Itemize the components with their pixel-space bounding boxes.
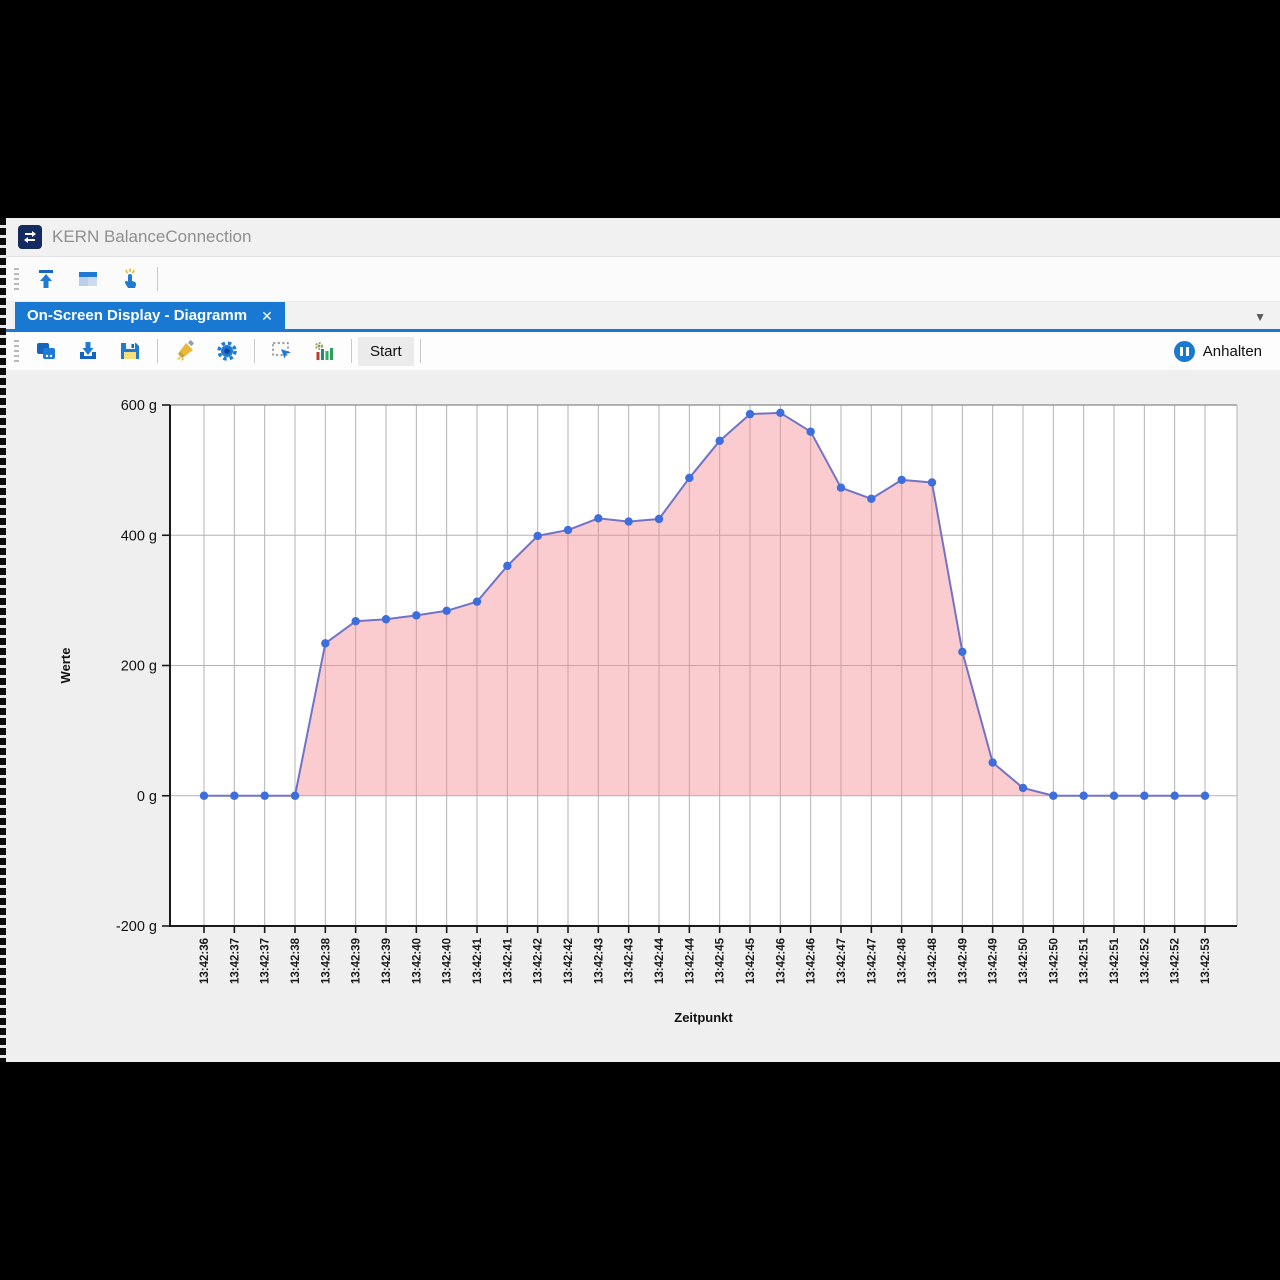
svg-text:13:42:36: 13:42:36 — [199, 938, 211, 984]
toolbar-grip[interactable] — [14, 268, 19, 290]
svg-text:13:42:49: 13:42:49 — [988, 938, 1000, 984]
svg-text:13:42:50: 13:42:50 — [1048, 938, 1060, 984]
svg-text:13:42:39: 13:42:39 — [351, 938, 363, 984]
film-edge-decoration — [0, 218, 6, 1062]
svg-text:13:42:40: 13:42:40 — [442, 938, 454, 984]
svg-text:13:42:43: 13:42:43 — [624, 938, 636, 984]
svg-text:13:42:45: 13:42:45 — [745, 937, 757, 984]
svg-text:0 g: 0 g — [137, 789, 157, 805]
statistics-icon — [315, 342, 333, 360]
export-icon — [39, 270, 53, 288]
app-window: KERN BalanceConnection — [6, 218, 1280, 1062]
svg-text:13:42:49: 13:42:49 — [957, 938, 969, 984]
svg-text:200 g: 200 g — [121, 659, 157, 675]
tab-bar: On-Screen Display - Diagramm ✕ ▼ — [6, 302, 1280, 332]
svg-text:13:42:40: 13:42:40 — [411, 938, 423, 984]
toolbar-separator — [157, 339, 158, 363]
svg-text:13:42:53: 13:42:53 — [1200, 938, 1212, 984]
y-axis-title: Werte — [58, 648, 73, 684]
chart-toolbar: Start Anhalten — [6, 332, 1280, 370]
download-icon — [80, 342, 96, 359]
svg-text:13:42:41: 13:42:41 — [472, 937, 484, 984]
svg-text:13:42:46: 13:42:46 — [806, 938, 818, 984]
touch-icon — [124, 268, 137, 288]
svg-text:13:42:45: 13:42:45 — [715, 937, 727, 984]
x-axis-title: Zeitpunkt — [674, 1010, 733, 1025]
svg-text:13:42:50: 13:42:50 — [1018, 938, 1030, 984]
settings-button[interactable] — [209, 336, 245, 366]
pause-icon — [1173, 340, 1195, 362]
svg-text:13:42:44: 13:42:44 — [654, 937, 666, 984]
svg-text:13:42:46: 13:42:46 — [775, 938, 787, 984]
svg-text:13:42:42: 13:42:42 — [533, 938, 545, 984]
svg-text:13:42:52: 13:42:52 — [1170, 938, 1182, 984]
pause-label: Anhalten — [1202, 342, 1262, 360]
copy-button[interactable] — [28, 336, 64, 366]
brush-style-button[interactable] — [167, 336, 203, 366]
tab-label: On-Screen Display - Diagramm — [27, 307, 248, 324]
chart: 600 g 400 g 200 g 0 g -200 g 13:42:36 13:42:37… — [58, 398, 1238, 1025]
selection-icon — [272, 342, 291, 359]
toolbar-separator — [254, 339, 255, 363]
svg-text:13:42:52: 13:42:52 — [1139, 938, 1151, 984]
tab-close-icon[interactable]: ✕ — [261, 307, 273, 324]
tab-list-dropdown-icon[interactable]: ▼ — [1254, 310, 1266, 324]
start-button[interactable]: Start — [358, 336, 414, 366]
toolbar-separator — [419, 339, 421, 363]
copy-icon — [37, 343, 55, 359]
toolbar-grip-2[interactable] — [14, 340, 19, 362]
window-layout-button[interactable] — [70, 264, 106, 294]
select-region-button[interactable] — [264, 336, 300, 366]
svg-text:13:42:43: 13:42:43 — [593, 938, 605, 984]
svg-text:13:42:48: 13:42:48 — [927, 937, 939, 984]
svg-text:13:42:37: 13:42:37 — [260, 938, 272, 984]
svg-text:13:42:38: 13:42:38 — [320, 937, 332, 984]
title-bar: KERN BalanceConnection — [6, 218, 1280, 257]
chart-markers — [199, 408, 1210, 800]
brush-icon — [177, 340, 194, 361]
svg-text:600 g: 600 g — [121, 398, 157, 414]
app-logo-icon — [18, 225, 42, 249]
export-button[interactable] — [28, 264, 64, 294]
svg-text:13:42:44: 13:42:44 — [684, 937, 696, 984]
y-axis-ticks: 600 g 400 g 200 g 0 g -200 g — [116, 398, 170, 935]
main-toolbar — [6, 257, 1280, 302]
svg-text:13:42:42: 13:42:42 — [563, 938, 575, 984]
x-axis-ticks: 13:42:36 13:42:37 13:42:37 13:42:38 13:42:38… — [199, 926, 1212, 984]
svg-text:13:42:41: 13:42:41 — [502, 937, 514, 984]
svg-text:13:42:39: 13:42:39 — [381, 938, 393, 984]
touch-mode-button[interactable] — [112, 264, 148, 294]
statistics-button[interactable] — [306, 336, 342, 366]
chart-panel: 600 g 400 g 200 g 0 g -200 g 13:42:36 13:42:37… — [6, 370, 1280, 1062]
pause-button[interactable]: Anhalten — [1173, 340, 1262, 362]
svg-text:-200 g: -200 g — [116, 919, 157, 935]
svg-text:13:42:51: 13:42:51 — [1079, 937, 1091, 984]
svg-text:13:42:47: 13:42:47 — [836, 938, 848, 984]
chart-series-area — [204, 412, 1205, 796]
download-button[interactable] — [70, 336, 106, 366]
window-icon — [79, 272, 97, 286]
svg-text:13:42:51: 13:42:51 — [1109, 937, 1121, 984]
tab-onscreen-display-diagramm[interactable]: On-Screen Display - Diagramm ✕ — [15, 302, 285, 329]
svg-text:13:42:47: 13:42:47 — [866, 938, 878, 984]
svg-text:400 g: 400 g — [121, 528, 157, 544]
svg-text:13:42:48: 13:42:48 — [897, 937, 909, 984]
toolbar-separator — [351, 339, 352, 363]
save-icon — [121, 343, 139, 359]
gear-icon — [217, 341, 237, 361]
toolbar-separator — [157, 267, 158, 291]
svg-text:13:42:38: 13:42:38 — [290, 937, 302, 984]
chart-series-line — [204, 411, 1205, 797]
svg-text:13:42:37: 13:42:37 — [229, 938, 241, 984]
save-button[interactable] — [112, 336, 148, 366]
window-title: KERN BalanceConnection — [52, 227, 252, 246]
